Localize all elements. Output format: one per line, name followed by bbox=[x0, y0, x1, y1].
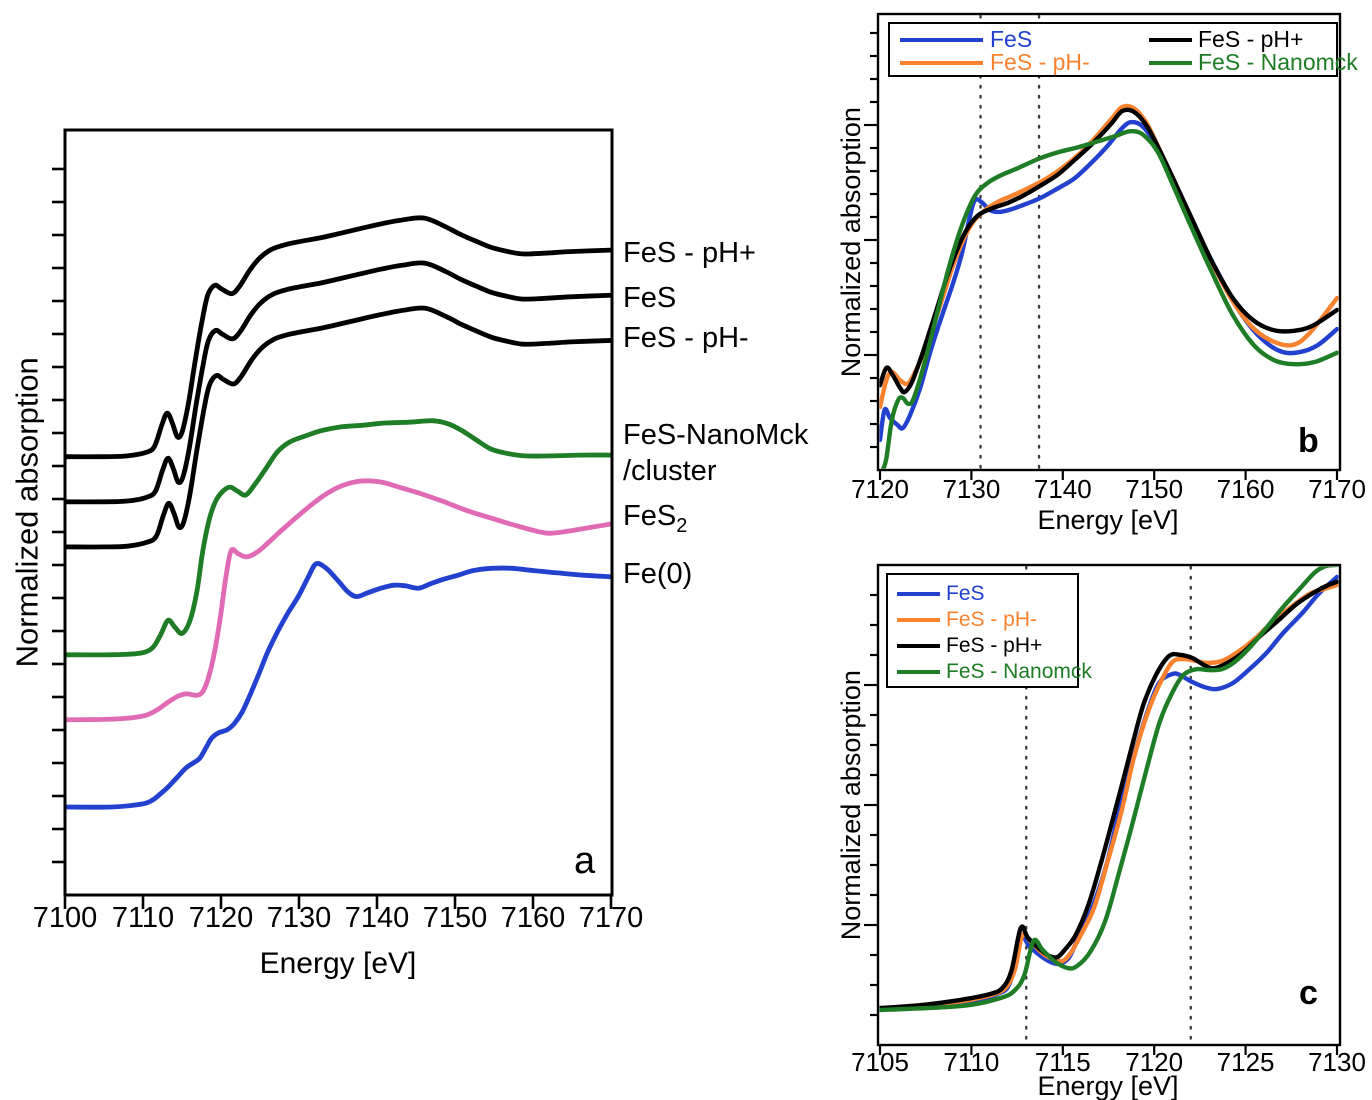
series-label-text: FeS - pH+ bbox=[623, 237, 756, 269]
series-label-text: /cluster bbox=[623, 455, 717, 487]
panel-b-curve-FeS-pH+ bbox=[879, 107, 1339, 395]
panel-c-xtick-label-7115: 7115 bbox=[1034, 1047, 1091, 1077]
panel-a-border bbox=[63, 128, 614, 897]
legend-label-FeS - Nanomck: FeS - Nanomck bbox=[946, 660, 1092, 683]
panel-a-xtick-label-7130: 7130 bbox=[266, 902, 332, 934]
panel-b-xtick-label-7120: 7120 bbox=[851, 474, 909, 504]
panel-c-ylabel: Normalized absorption bbox=[835, 670, 866, 941]
legend-line-sample-FeS bbox=[900, 38, 983, 42]
panel-b-xtick-label-7170: 7170 bbox=[1308, 474, 1366, 504]
series-label-subscript: 2 bbox=[676, 514, 688, 537]
panel-c-xtick-label-7110: 7110 bbox=[943, 1047, 1000, 1077]
series-label-FeS: FeS2 bbox=[623, 501, 687, 537]
panel-b-xtick-label-7140: 7140 bbox=[1033, 474, 1092, 504]
legend-line-sample-FeS - Nanomck bbox=[897, 670, 940, 674]
panel-b-xtick-label-7160: 7160 bbox=[1216, 474, 1275, 504]
legend-label-FeS - Nanomck: FeS - Nanomck bbox=[1198, 49, 1358, 75]
panel-a-xtick-label-7140: 7140 bbox=[344, 902, 410, 934]
legend-line-sample-FeS - pH- bbox=[900, 61, 983, 65]
panel-b-xlabel: Energy [eV] bbox=[1037, 505, 1179, 535]
panel-a-xtick-label-7150: 7150 bbox=[422, 902, 488, 934]
panel-a-curve-FeS-pH- bbox=[66, 305, 611, 550]
legend-line-sample-FeS - pH- bbox=[897, 618, 940, 622]
panel-c-xtick-label-7125: 7125 bbox=[1216, 1047, 1275, 1077]
panel-a-xtick-label-7120: 7120 bbox=[188, 902, 254, 934]
series-label-FeS-pH-: FeS - pH- bbox=[623, 323, 749, 353]
panel-a-xtick-label-7110: 7110 bbox=[111, 902, 175, 934]
series-label-text: Fe(0) bbox=[623, 558, 693, 590]
panel-b-legend: FeS FeS - pH- FeS - pH+ FeS - Nanomck bbox=[888, 22, 1358, 77]
series-label-text: FeS-NanoMck bbox=[623, 419, 809, 451]
legend-line-sample-FeS - pH+ bbox=[1149, 38, 1192, 42]
panel-a-ylabel: Normalized absorption bbox=[9, 357, 45, 668]
panel-c-legend: FeS FeS - pH- FeS - pH+ FeS - Nanomck bbox=[886, 573, 1092, 688]
series-label-text: FeS bbox=[623, 282, 677, 314]
series-label-FeS: FeS bbox=[623, 283, 676, 313]
series-label-text: FeS bbox=[623, 500, 677, 532]
series-label-text: FeS - pH- bbox=[623, 322, 749, 354]
legend-line-sample-FeS bbox=[897, 592, 940, 596]
panel-a-curve-FeS bbox=[66, 260, 611, 505]
legend-line-sample-FeS - Nanomck bbox=[1149, 61, 1192, 65]
panel-a-curve-FeS-NanoMckcluster bbox=[66, 418, 611, 658]
legend-label-FeS: FeS bbox=[946, 582, 985, 605]
panel-a-letter: a bbox=[574, 840, 596, 882]
series-label-FeS-NanoMck: FeS-NanoMck bbox=[623, 420, 808, 450]
panel-b-xtick-label-7150: 7150 bbox=[1125, 474, 1184, 504]
series-label-cluster: /cluster bbox=[623, 456, 716, 486]
panel-b-ylabel: Normalized absorption bbox=[835, 107, 866, 378]
panel-b-curve-FeS-Nanomck bbox=[880, 128, 1339, 469]
panel-a-curve-FeS2 bbox=[66, 478, 611, 723]
legend-label-FeS - pH+: FeS - pH+ bbox=[1198, 26, 1304, 52]
panel-a-xlabel: Energy [eV] bbox=[259, 947, 417, 980]
panel-c-xtick-label-7130: 7130 bbox=[1308, 1047, 1366, 1077]
panel-b-xtick-label-7130: 7130 bbox=[942, 474, 1001, 504]
panel-c-xtick-label-7120: 7120 bbox=[1125, 1047, 1184, 1077]
panel-c-xlabel: Energy [eV] bbox=[1037, 1071, 1179, 1100]
panel-a-xtick-label-7100: 7100 bbox=[32, 902, 98, 934]
series-label-FeS-pH+: FeS - pH+ bbox=[623, 238, 756, 268]
legend-label-FeS - pH-: FeS - pH- bbox=[990, 49, 1090, 75]
panel-c-xtick-label-7105: 7105 bbox=[851, 1047, 909, 1077]
legend-label-FeS - pH+: FeS - pH+ bbox=[946, 634, 1043, 657]
panel-c-letter: c bbox=[1299, 974, 1318, 1012]
legend-label-FeS - pH-: FeS - pH- bbox=[946, 608, 1038, 631]
panel-c-curve-FeS-Nanomck bbox=[879, 566, 1339, 1013]
panel-b-letter: b bbox=[1298, 422, 1319, 460]
legend-line-sample-FeS - pH+ bbox=[897, 644, 940, 648]
legend-label-FeS: FeS bbox=[990, 26, 1033, 52]
series-label-Fe(0): Fe(0) bbox=[623, 559, 692, 589]
panel-a-curve-FeS-pH+ bbox=[66, 215, 611, 460]
panel-a-curve-Fe(0) bbox=[66, 561, 611, 810]
panel-a-xtick-label-7170: 7170 bbox=[578, 902, 644, 934]
panel-b-border bbox=[876, 12, 1342, 472]
panel-b-curve-FeS-pH- bbox=[879, 103, 1339, 410]
panel-a-xtick-label-7160: 7160 bbox=[500, 902, 566, 934]
